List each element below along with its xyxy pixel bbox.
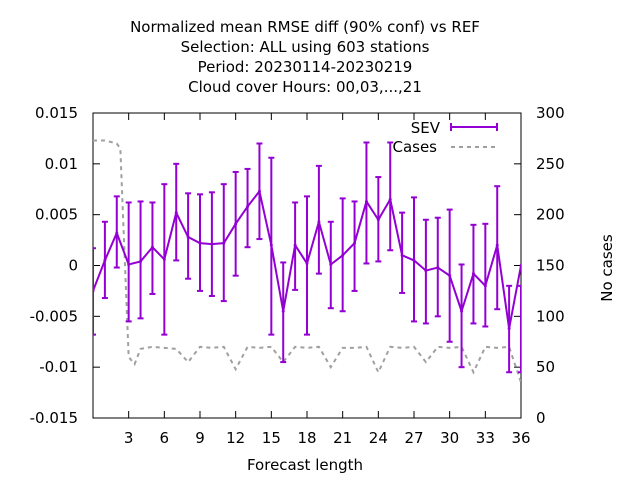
sev-point [305,261,309,265]
y-tick-label: -0.01 [39,358,78,376]
y-tick-label: -0.015 [30,409,78,427]
y-tick-label: -0.005 [30,307,78,325]
x-axis: 3 6 9 12 15 18 21 24 27 30 33 36 [124,113,531,447]
sev-point [471,272,475,276]
sev-point [269,243,273,247]
sev-point [400,253,404,257]
x-tick-label: 12 [226,429,245,447]
sev-point [364,199,368,203]
sev-point [234,222,238,226]
x-tick-label: 33 [476,429,495,447]
sev-point [186,235,190,239]
sev-point [353,241,357,245]
sev-point [317,220,321,224]
sev-point [376,218,380,222]
sev-point [257,189,261,193]
x-tick-label: 24 [369,429,388,447]
sev-point [103,258,107,262]
sev-point [246,205,250,209]
y2-tick-label: 0 [536,409,546,427]
x-tick-label: 6 [160,429,170,447]
sev-point [162,257,166,261]
title-line-0: Normalized mean RMSE diff (90% conf) vs … [130,18,480,36]
title-line-1: Selection: ALL using 603 stations [181,38,430,56]
sev-point [210,242,214,246]
y2-axis-label: No cases [598,234,616,302]
sev-point [281,309,285,313]
sev-point [139,259,143,263]
chart-title: Normalized mean RMSE diff (90% conf) vs … [130,18,480,96]
sev-point [460,309,464,313]
x-tick-label: 3 [124,429,134,447]
sev-point [519,264,521,267]
y-tick-label: 0.015 [35,104,78,122]
sev-point [507,327,511,331]
x-tick-label: 21 [333,429,352,447]
sev-point [329,262,333,266]
sev-point [448,274,452,278]
y2-tick-label: 200 [536,206,565,224]
legend-label-cases: Cases [392,138,437,156]
sev-point [424,269,428,273]
sev-point [198,241,202,245]
x-tick-label: 15 [262,429,281,447]
y2-tick-label: 50 [536,358,555,376]
x-tick-label: 36 [511,429,530,447]
x-tick-label: 27 [404,429,423,447]
x-axis-label: Forecast length [247,456,363,474]
title-line-3: Cloud cover Hours: 00,03,...,21 [188,78,422,96]
y-tick-label: 0 [68,257,78,275]
sev-point [127,262,131,266]
y-tick-label: 0.005 [35,206,78,224]
title-line-2: Period: 20230114-20230219 [198,58,413,76]
y2-tick-label: 300 [536,104,565,122]
y-axis: 0.015 0.01 0.005 0 -0.005 -0.01 -0.015 [30,104,100,427]
x-tick-label: 18 [297,429,316,447]
sev-point [293,243,297,247]
sev-point [222,241,226,245]
sev-point [412,258,416,262]
y2-axis: 300 250 200 150 100 50 0 [514,104,565,427]
sev-point [174,211,178,215]
sev-point [495,243,499,247]
cases-series [93,139,521,383]
y2-tick-label: 150 [536,257,565,275]
sev-point [150,245,154,249]
sev-point [388,197,392,201]
sev-series [93,141,521,374]
sev-point [341,253,345,257]
sev-point [93,289,95,293]
cases-line [93,139,521,383]
x-tick-label: 9 [195,429,205,447]
y2-tick-label: 100 [536,307,565,325]
y-tick-label: 0.01 [45,155,78,173]
x-tick-label: 30 [440,429,459,447]
sev-point [483,284,487,288]
sev-point [115,231,119,235]
sev-point [436,266,440,270]
legend-label-sev: SEV [411,119,441,137]
y2-tick-label: 250 [536,155,565,173]
